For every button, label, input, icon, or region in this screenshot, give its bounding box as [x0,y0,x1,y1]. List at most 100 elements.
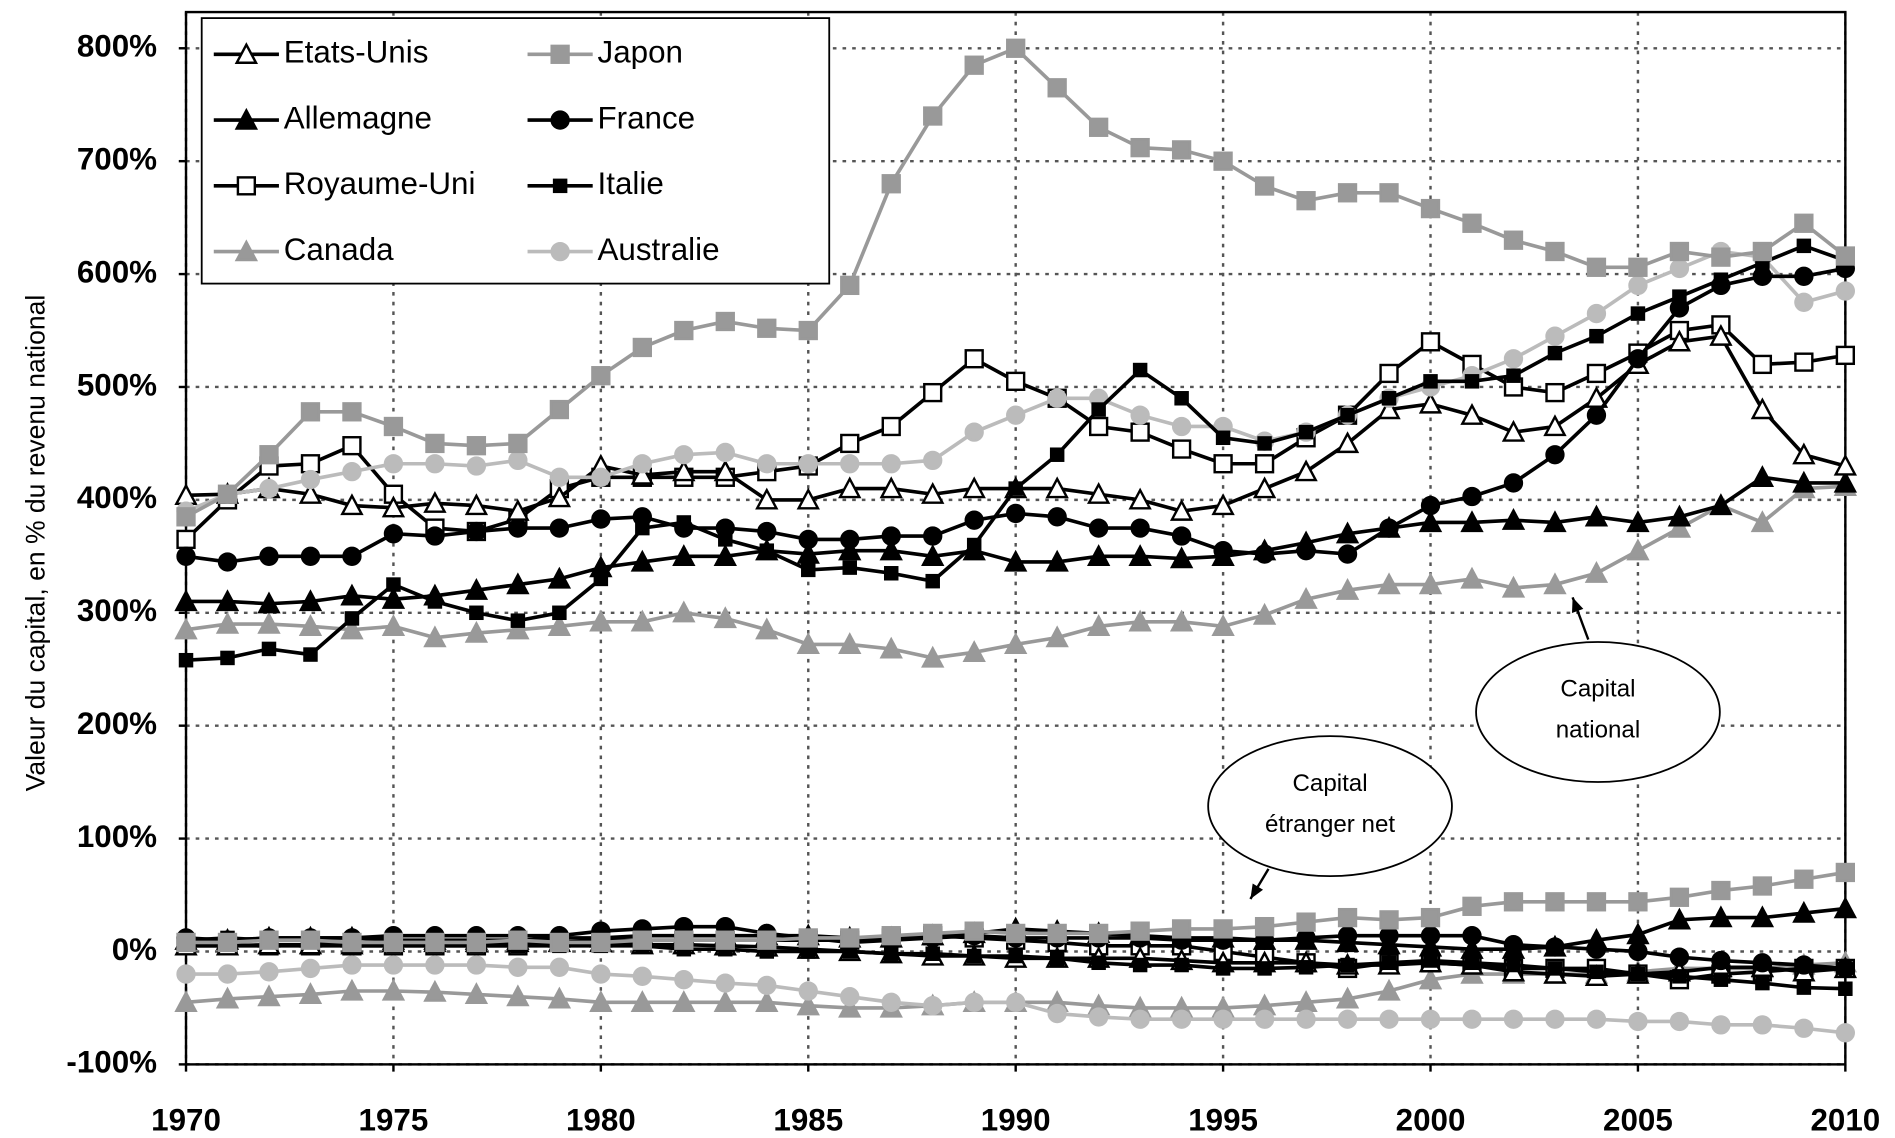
marker [340,978,364,1001]
marker [1713,972,1729,987]
marker [1462,1009,1482,1029]
marker [215,986,240,1009]
marker [881,926,901,946]
marker [1337,907,1358,928]
marker [1628,892,1648,912]
marker [300,958,321,979]
marker [1088,518,1109,538]
marker [466,521,487,542]
marker [425,433,445,454]
marker [423,979,447,1002]
marker [1213,151,1233,171]
marker [1669,1011,1690,1032]
marker [1628,275,1648,296]
marker [1503,349,1524,369]
marker [552,605,567,621]
marker [881,526,901,546]
marker [1047,923,1067,944]
marker [1423,953,1438,968]
marker [757,454,777,474]
marker [1833,453,1858,476]
marker [1049,951,1065,966]
marker [881,416,901,437]
marker [674,445,694,465]
x-tick-label: 1970 [151,1103,221,1138]
marker [1130,921,1150,941]
marker [1835,862,1856,883]
marker [1835,958,1856,979]
marker [215,611,240,634]
marker [755,487,779,510]
marker [1130,137,1150,158]
marker [796,993,820,1016]
marker [381,495,406,518]
marker [1174,391,1189,406]
marker [1589,964,1604,980]
y-tick-label: 800% [77,29,157,64]
y-tick-label: 600% [77,254,157,289]
marker [801,562,816,578]
marker [1420,1009,1441,1029]
marker [1252,476,1277,499]
marker [220,650,235,666]
marker [672,459,696,482]
marker [1088,1007,1109,1027]
marker [1420,495,1441,516]
marker [383,955,404,975]
marker [925,946,940,961]
marker [1501,419,1526,442]
marker [1377,572,1401,595]
series-group [176,862,1856,953]
marker [1503,892,1524,912]
marker [342,461,362,482]
annotation-text: Capital [1560,676,1635,703]
marker [1213,1009,1233,1029]
marker [1335,986,1360,1009]
marker [506,984,530,1007]
marker [923,526,943,546]
marker [174,589,198,612]
marker [1254,916,1275,937]
legend-label: Japon [598,35,683,70]
marker [257,984,281,1007]
marker [1006,503,1026,524]
marker [1796,980,1812,995]
marker [342,402,362,422]
marker [1547,961,1563,976]
marker [840,529,860,550]
marker [923,106,943,126]
marker [340,493,364,516]
marker [1792,900,1816,923]
marker [1379,183,1399,203]
marker [1833,470,1858,493]
marker [1132,957,1148,973]
marker [1794,1018,1814,1038]
y-tick-label: 200% [77,706,157,741]
marker [798,454,818,474]
marker [591,366,611,386]
marker [1506,368,1521,383]
marker [257,591,281,614]
series-group [176,38,1856,527]
legend: Etats-Unis Allemagne Royaume-Uni Canada Japo… [200,17,831,285]
marker [1792,442,1816,465]
marker [923,382,943,403]
marker [964,349,984,369]
marker [508,518,528,538]
marker [1501,575,1526,598]
marker [549,932,570,953]
marker [1337,183,1358,203]
marker [713,544,737,566]
marker [1296,928,1316,948]
marker [715,930,735,950]
marker [674,518,694,538]
marker [1418,572,1443,595]
marker [259,546,279,566]
marker [921,544,945,566]
marker [383,932,404,953]
marker [1460,566,1484,589]
marker [1047,388,1067,408]
marker [217,964,238,984]
annotation-bubble [1207,735,1453,878]
